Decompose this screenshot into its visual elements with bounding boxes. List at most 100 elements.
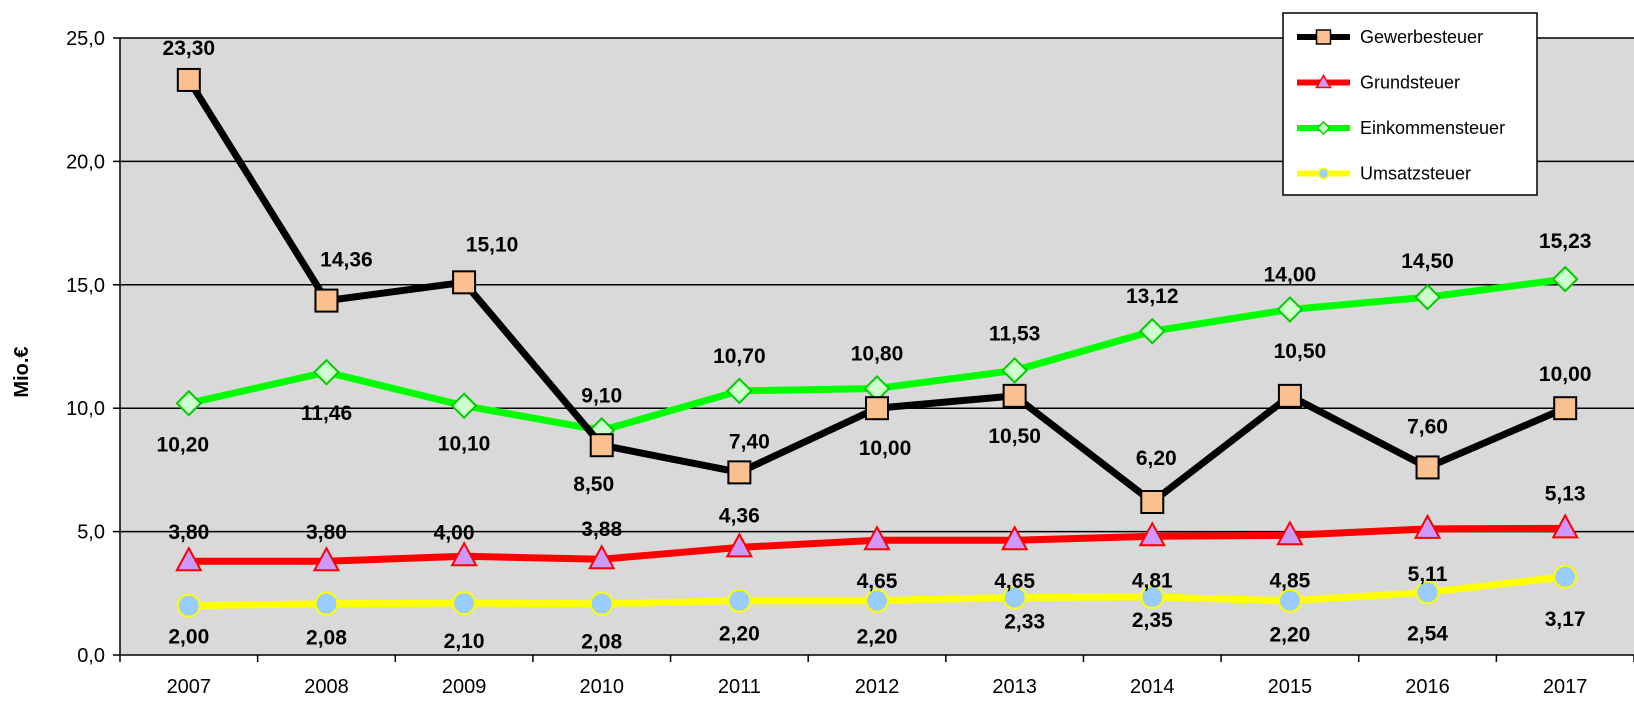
grundsteuer-data-label: 4,36 [719,504,760,527]
gewerbesteuer-point [865,396,889,421]
grundsteuer-point [1413,513,1442,539]
legend-label: Umsatzsteuer [1360,164,1471,184]
grundsteuer-point [1551,513,1579,539]
grundsteuer-data-label: 4,81 [1132,569,1173,592]
gewerbesteuer-point [1277,383,1302,408]
umsatzsteuer-data-label: 2,54 [1407,622,1448,645]
grundsteuer-data-label: 4,65 [994,570,1035,593]
umsatzsteuer-point [1553,564,1578,589]
x-tick-label: 2013 [992,676,1037,698]
gewerbesteuer-data-label: 10,00 [859,437,912,460]
legend-item-einkommensteuer: Einkommensteuer [1297,118,1505,138]
grundsteuer-data-label: 3,88 [581,518,622,541]
legend-label: Grundsteuer [1360,73,1460,93]
umsatzsteuer-data-label: 2,33 [1004,610,1045,633]
umsatzsteuer-data-label: 2,35 [1132,609,1173,632]
series-einkommensteuer [175,265,1579,444]
umsatzsteuer-point [589,591,614,616]
einkommensteuer-point [1551,265,1579,293]
einkommensteuer-data-label: 11,46 [301,402,352,425]
grundsteuer-data-label: 3,80 [306,521,347,544]
x-tick-label: 2009 [442,676,487,698]
grundsteuer-data-label: 5,11 [1408,563,1448,586]
grundsteuer-point [175,546,203,572]
gewerbesteuer-point [727,460,752,485]
legend-item-gewerbesteuer: Gewerbesteuer [1297,27,1483,47]
axes: 0,0 5,0 10,0 15,0 20,0 25,0 2007 2008 2009 2010 20… [66,28,1634,698]
einkommensteuer-point [725,377,753,405]
einkommensteuer-data-label: 10,80 [851,342,904,365]
gewerbesteuer-data-label: 10,50 [988,425,1041,448]
y-tick-label: 20,0 [66,151,105,173]
grundsteuer-point [1138,521,1166,547]
einkommensteuer-point [1138,317,1166,345]
einkommensteuer-data-label: 14,00 [1264,263,1317,286]
grundsteuer-point [1276,520,1304,546]
gewerbesteuer-point [1415,455,1440,480]
umsatzsteuer-point [727,588,752,613]
umsatzsteuer-point [314,591,339,616]
einkommensteuer-point [1414,283,1441,311]
legend-item-umsatzsteuer: Umsatzsteuer [1297,164,1471,184]
einkommensteuer-data-label: 10,20 [157,433,210,456]
x-tick-label: 2016 [1405,676,1450,698]
gewerbesteuer-data-label: 7,40 [729,430,770,453]
gewerbesteuer-data-label: 23,30 [163,37,216,60]
y-tick-label: 0,0 [77,645,105,667]
x-tick-label: 2012 [855,676,900,698]
umsatzsteuer-point [1277,588,1302,613]
legend-swatch-marker [1316,120,1331,136]
gewerbesteuer-point [1002,383,1027,408]
einkommensteuer-point [450,392,478,420]
y-tick-label: 15,0 [66,275,105,297]
legend-label: Einkommensteuer [1360,118,1505,138]
legend-swatch-marker [1315,29,1332,45]
grundsteuer-point [1000,525,1029,551]
series-umsatzsteuer [176,564,1578,618]
gewerbesteuer-data-label: 14,36 [320,249,373,272]
gewerbesteuer-point [314,288,339,313]
einkommensteuer-data-label: 9,10 [581,384,622,407]
series-grundsteuer [175,513,1579,572]
einkommensteuer-point [313,358,340,386]
umsatzsteuer-point [865,588,889,613]
y-tick-label: 25,0 [66,28,105,50]
data-labels: 23,30 14,36 15,10 8,50 7,40 10,00 10,50 6,20 10,… [157,37,1592,654]
x-tick-label: 2011 [718,676,761,698]
legend-label: Gewerbesteuer [1360,27,1483,47]
einkommensteuer-data-label: 13,12 [1126,285,1179,308]
umsatzsteuer-data-label: 2,20 [1269,624,1310,647]
gewerbesteuer-point [1553,396,1578,421]
umsatzsteuer-data-label: 2,10 [444,630,485,653]
gewerbesteuer-point [452,270,477,295]
grundsteuer-point [588,544,616,570]
legend-item-grundsteuer: Grundsteuer [1297,73,1460,93]
x-tick-label: 2017 [1543,676,1588,698]
einkommensteuer-data-label: 10,70 [713,345,766,368]
x-tick-label: 2010 [579,676,624,698]
umsatzsteuer-data-label: 2,20 [857,626,898,649]
grundsteuer-data-label: 4,85 [1269,569,1310,592]
legend-swatch-marker [1315,74,1332,89]
umsatzsteuer-point [1140,585,1165,610]
einkommensteuer-point [175,389,203,417]
y-axis-label: Mio.€ [11,346,33,397]
series-gewerbesteuer [176,67,1578,514]
x-tick-label: 2007 [167,676,212,698]
einkommensteuer-point [1276,296,1304,323]
x-tick-label: 2015 [1268,676,1313,698]
umsatzsteuer-data-label: 3,17 [1545,608,1586,631]
grundsteuer-point [312,546,341,572]
gewerbesteuer-point [1140,489,1165,514]
gewerbesteuer-point [589,433,614,458]
umsatzsteuer-data-label: 2,00 [168,626,209,649]
grundsteuer-data-label: 4,00 [434,521,475,544]
x-tick-label: 2008 [304,676,349,698]
umsatzsteuer-data-label: 2,08 [581,631,622,654]
umsatzsteuer-data-label: 2,20 [719,623,760,646]
umsatzsteuer-data-label: 2,08 [306,627,347,650]
einkommensteuer-point [1001,357,1029,384]
legend: Gewerbesteuer Grundsteuer Einkommensteuer U… [1282,12,1538,196]
gewerbesteuer-data-label: 7,60 [1407,415,1448,438]
